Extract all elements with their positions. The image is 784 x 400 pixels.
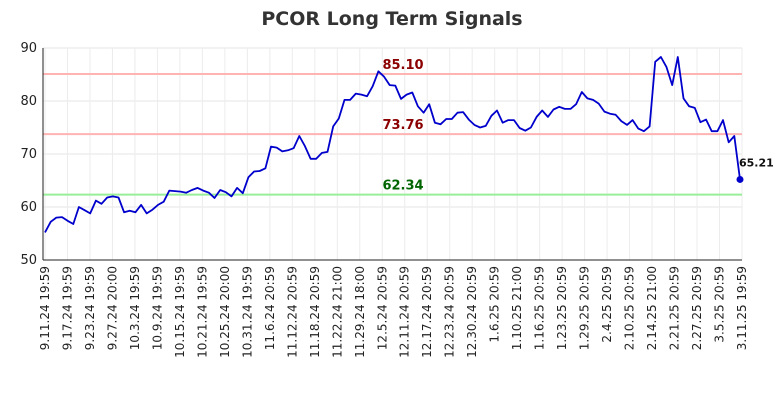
x-tick-label: 9.17.24 19:59 bbox=[60, 266, 74, 350]
x-tick-label: 2.27.25 20:59 bbox=[690, 266, 704, 350]
y-tick-label: 50 bbox=[20, 253, 37, 268]
grid bbox=[43, 47, 743, 261]
price-line bbox=[44, 56, 741, 233]
x-tick-label: 12.17.24 20:59 bbox=[420, 266, 434, 358]
x-tick-label: 12.30.24 20:59 bbox=[465, 266, 479, 358]
x-tick-label: 2.10.25 20:59 bbox=[623, 266, 637, 350]
x-tick-label: 3.5.25 20:59 bbox=[713, 266, 727, 343]
x-tick-label: 3.11.25 19:59 bbox=[735, 266, 749, 350]
x-tick-label: 10.9.24 19:59 bbox=[150, 266, 164, 350]
x-tick-label: 12.11.24 20:59 bbox=[398, 266, 412, 358]
x-tick-label: 12.23.24 20:59 bbox=[443, 266, 457, 358]
x-tick-label: 10.15.24 19:59 bbox=[173, 266, 187, 358]
x-tick-label: 10.25.24 20:00 bbox=[218, 266, 232, 358]
x-tick-label: 11.29.24 18:00 bbox=[353, 266, 367, 358]
x-tick-label: 10.3.24 19:59 bbox=[128, 266, 142, 350]
x-tick-label: 2.21.25 20:59 bbox=[668, 266, 682, 350]
chart-title: PCOR Long Term Signals bbox=[261, 8, 522, 30]
y-tick-label: 80 bbox=[20, 94, 37, 109]
y-tick-label: 90 bbox=[20, 41, 37, 56]
signal-label: 85.10 bbox=[382, 58, 423, 73]
series: 65.21 bbox=[44, 56, 774, 233]
signal-label: 62.34 bbox=[382, 179, 423, 194]
x-tick-label: 10.21.24 19:59 bbox=[195, 266, 209, 358]
y-tick-label: 60 bbox=[20, 200, 37, 215]
x-tick-label: 2.14.25 21:00 bbox=[645, 266, 659, 350]
x-tick-label: 1.29.25 20:59 bbox=[578, 266, 592, 350]
x-tick-label: 11.22.24 21:00 bbox=[330, 266, 344, 358]
x-tick-label: 9.11.24 19:59 bbox=[38, 266, 52, 350]
x-tick-label: 2.4.25 20:59 bbox=[600, 266, 614, 343]
signal-label: 73.76 bbox=[382, 118, 423, 133]
x-tick-label: 11.12.24 20:59 bbox=[285, 266, 299, 358]
x-tick-label: 11.18.24 20:59 bbox=[308, 266, 322, 358]
x-tick-label: 1.16.25 20:59 bbox=[533, 266, 547, 350]
x-tick-label: 1.23.25 20:59 bbox=[555, 266, 569, 350]
x-tick-label: 1.10.25 21:00 bbox=[510, 266, 524, 350]
y-axis: 50 60 70 80 90 bbox=[20, 41, 44, 268]
x-tick-label: 9.23.24 19:59 bbox=[83, 266, 97, 350]
x-tick-label: 9.27.24 20:00 bbox=[105, 266, 119, 350]
last-value-label: 65.21 bbox=[739, 156, 774, 169]
x-tick-label: 10.31.24 19:59 bbox=[240, 266, 254, 358]
signal-lines: 85.10 73.76 62.34 bbox=[43, 58, 742, 196]
y-tick-label: 70 bbox=[20, 147, 37, 162]
last-point-marker bbox=[736, 175, 744, 183]
x-axis: 9.11.24 19:59 9.17.24 19:59 9.23.24 19:59 9… bbox=[38, 259, 749, 358]
x-tick-label: 11.6.24 20:59 bbox=[263, 266, 277, 350]
x-tick-label: 12.5.24 20:59 bbox=[375, 266, 389, 350]
x-tick-label: 1.6.25 20:59 bbox=[488, 266, 502, 343]
